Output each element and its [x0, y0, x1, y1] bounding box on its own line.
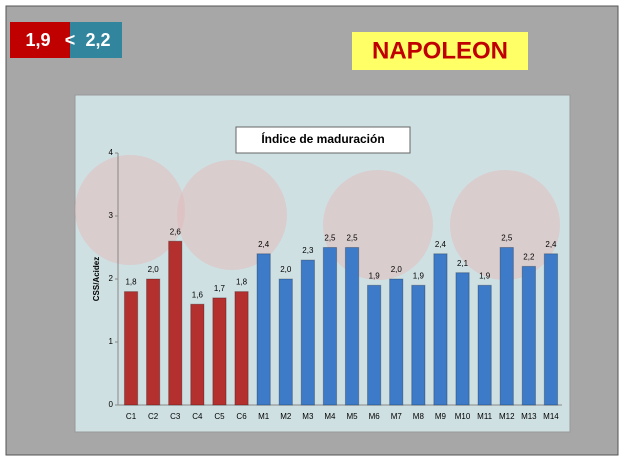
right-value: 2,2 [85, 30, 110, 50]
value-label: 2,0 [148, 265, 160, 274]
x-tick-label: M12 [499, 412, 515, 421]
x-tick-label: C4 [192, 412, 203, 421]
x-tick-label: C2 [148, 412, 159, 421]
value-label: 1,9 [413, 271, 425, 280]
value-label: 1,8 [236, 278, 248, 287]
bar [345, 248, 358, 406]
x-tick-label: C3 [170, 412, 181, 421]
value-label: 1,6 [192, 290, 204, 299]
bar [257, 254, 270, 405]
value-label: 2,3 [302, 246, 314, 255]
page: 1,9 < 2,2 NAPOLEON Índice de maduración … [0, 0, 624, 461]
value-label: 2,5 [346, 234, 358, 243]
x-tick-label: M9 [435, 412, 447, 421]
bar [191, 304, 204, 405]
bar [368, 285, 381, 405]
left-value: 1,9 [25, 30, 50, 50]
slide: 1,9 < 2,2 NAPOLEON Índice de maduración … [0, 0, 624, 461]
y-axis-label: CSS/Acidez [92, 257, 101, 301]
value-label: 2,4 [435, 240, 447, 249]
bar [434, 254, 447, 405]
x-tick-label: M10 [455, 412, 471, 421]
value-label: 2,4 [258, 240, 270, 249]
value-label: 2,2 [523, 253, 535, 262]
value-label: 2,0 [391, 265, 403, 274]
x-tick-label: M5 [346, 412, 358, 421]
bar [456, 273, 469, 405]
x-tick-label: C5 [214, 412, 225, 421]
y-tick-label: 4 [109, 148, 114, 157]
bar [235, 292, 248, 405]
value-label: 1,9 [369, 271, 381, 280]
bar [478, 285, 491, 405]
bar [147, 279, 160, 405]
x-tick-label: C6 [236, 412, 247, 421]
x-tick-label: M2 [280, 412, 292, 421]
y-tick-label: 2 [109, 274, 114, 283]
bar [390, 279, 403, 405]
x-tick-label: M14 [543, 412, 559, 421]
decoration [323, 170, 433, 280]
x-tick-label: M7 [391, 412, 403, 421]
value-label: 1,8 [125, 278, 137, 287]
bar [213, 298, 226, 405]
y-tick-label: 3 [109, 211, 114, 220]
bar [500, 248, 513, 406]
y-tick-label: 1 [109, 337, 114, 346]
x-tick-label: M13 [521, 412, 537, 421]
value-label: 2,5 [501, 234, 513, 243]
bar [544, 254, 557, 405]
y-tick-label: 0 [109, 400, 114, 409]
comparator: < [65, 30, 76, 50]
value-label: 1,7 [214, 284, 226, 293]
x-tick-label: M8 [413, 412, 425, 421]
bar [522, 266, 535, 405]
variety: NAPOLEON [372, 37, 508, 64]
x-tick-label: M11 [477, 412, 493, 421]
value-label: 2,4 [545, 240, 557, 249]
bar [124, 292, 137, 405]
bar [323, 248, 336, 406]
bar [279, 279, 292, 405]
x-tick-label: M1 [258, 412, 270, 421]
bar [412, 285, 425, 405]
value-label: 2,6 [170, 227, 182, 236]
x-tick-label: M6 [369, 412, 381, 421]
value-label: 1,9 [479, 271, 491, 280]
x-tick-label: M4 [324, 412, 336, 421]
value-label: 2,5 [324, 234, 336, 243]
bar [301, 260, 314, 405]
value-label: 2,1 [457, 259, 469, 268]
chart-title: Índice de maduración [261, 131, 384, 146]
x-tick-label: C1 [126, 412, 137, 421]
bar [169, 241, 182, 405]
value-label: 2,0 [280, 265, 292, 274]
x-tick-label: M3 [302, 412, 314, 421]
